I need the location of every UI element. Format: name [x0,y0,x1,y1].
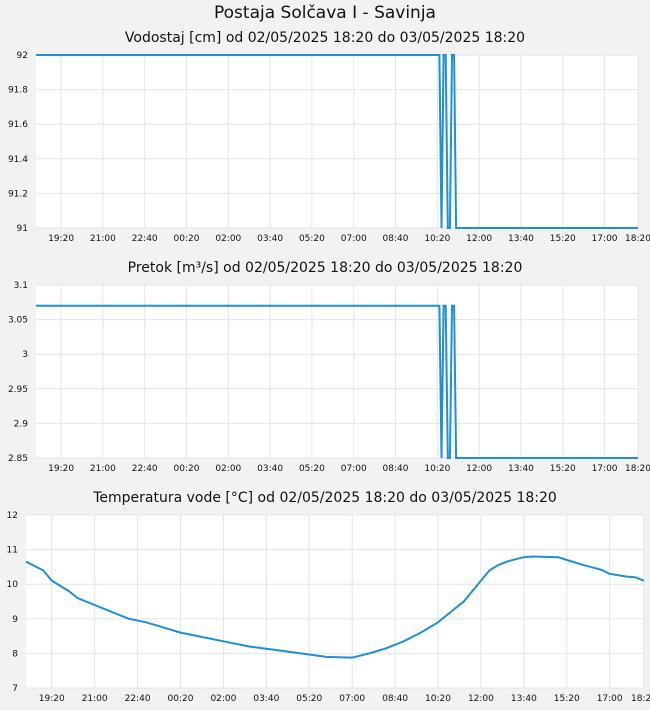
series-line [25,555,645,659]
x-tick-label: 12:00 [466,234,492,244]
x-tick-label: 12:00 [468,694,494,704]
y-tick-label: 92 [17,51,28,61]
x-tick-label: 13:40 [511,694,537,704]
y-tick-label: 3.05 [8,316,28,326]
x-tick-label: 07:00 [339,694,365,704]
x-tick-label: 21:00 [82,694,108,704]
x-tick-label: 21:00 [90,234,116,244]
x-tick-label: 18:20 [631,694,650,704]
y-tick-label: 12 [7,511,18,521]
chart-title: Temperatura vode [°C] od 02/05/2025 18:2… [93,490,557,506]
x-tick-label: 19:20 [39,694,65,704]
y-tick-label: 2.9 [14,419,29,429]
x-tick-label: 00:20 [174,464,200,474]
plot-area [36,285,638,458]
y-tick-label: 91 [17,224,28,234]
series-line [36,304,638,459]
x-tick-label: 22:40 [132,234,158,244]
y-tick-label: 11 [7,546,18,556]
x-tick-label: 05:20 [299,234,325,244]
chart-discharge: Pretok [m³/s] od 02/05/2025 18:20 do 03/… [0,260,650,480]
chart-water-temperature: Temperatura vode [°C] od 02/05/2025 18:2… [0,490,650,710]
x-tick-label: 18:20 [625,234,650,244]
x-tick-label: 17:00 [592,464,618,474]
chart-water-level: Vodostaj [cm] od 02/05/2025 18:20 do 03/… [0,30,650,250]
y-tick-label: 91.8 [8,86,28,96]
chart-water-temperature-svg: 12 11 10 9 8 7 19:20 21:00 22:40 00:20 02:00 03:40 0… [7,511,650,704]
series-line [36,54,638,229]
x-tick-label: 10:20 [424,464,450,474]
x-tick-label: 02:00 [210,694,236,704]
x-tick-label: 22:40 [132,464,158,474]
y-tick-label: 3 [22,350,28,360]
chart-title: Pretok [m³/s] od 02/05/2025 18:20 do 03/… [127,260,523,276]
x-tick-label: 18:20 [625,464,650,474]
x-tick-label: 10:20 [424,234,450,244]
page-title: Postaja Solčava I - Savinja [214,3,436,23]
y-tick-label: 2.95 [8,385,28,395]
y-tick-label: 91.2 [8,189,28,199]
x-tick-label: 15:20 [550,234,576,244]
plot-area [26,515,644,688]
chart-title: Vodostaj [cm] od 02/05/2025 18:20 do 03/… [124,30,526,46]
x-tick-label: 03:40 [257,464,283,474]
chart-discharge-svg: 3.1 3.05 3 2.95 2.9 2.85 19:20 21:00 22:40 00:20 0… [8,281,650,474]
x-tick-label: 10:20 [425,694,451,704]
x-tick-label: 02:00 [215,234,241,244]
x-tick-label: 05:20 [299,464,325,474]
x-tick-label: 19:20 [48,464,74,474]
x-tick-label: 03:40 [253,694,279,704]
x-tick-label: 13:40 [508,464,534,474]
x-tick-label: 05:20 [296,694,322,704]
y-tick-label: 91.4 [8,155,28,165]
x-tick-label: 17:00 [592,234,618,244]
x-tick-label: 13:40 [508,234,534,244]
y-tick-label: 10 [7,580,19,590]
y-tick-label: 8 [12,649,18,659]
x-tick-label: 22:40 [125,694,151,704]
plot-area [36,55,638,228]
x-tick-label: 03:40 [257,234,283,244]
x-tick-label: 15:20 [554,694,580,704]
y-tick-label: 2.85 [8,454,28,464]
y-tick-label: 9 [12,615,18,625]
x-tick-label: 07:00 [341,234,367,244]
x-tick-label: 02:00 [215,464,241,474]
x-tick-label: 15:20 [550,464,576,474]
x-tick-label: 07:00 [341,464,367,474]
x-tick-label: 00:20 [168,694,194,704]
x-tick-label: 19:20 [48,234,74,244]
x-tick-label: 08:40 [383,464,409,474]
chart-water-level-svg: 92 91.8 91.6 91.4 91.2 91 19:20 21:00 22:40 00:20… [8,51,650,244]
x-tick-label: 00:20 [174,234,200,244]
x-tick-label: 17:00 [597,694,623,704]
x-tick-label: 08:40 [382,694,408,704]
y-tick-label: 91.6 [8,120,28,130]
x-tick-label: 08:40 [383,234,409,244]
x-tick-label: 12:00 [466,464,492,474]
x-tick-label: 21:00 [90,464,116,474]
y-tick-label: 3.1 [14,281,28,291]
y-tick-label: 7 [12,684,18,694]
